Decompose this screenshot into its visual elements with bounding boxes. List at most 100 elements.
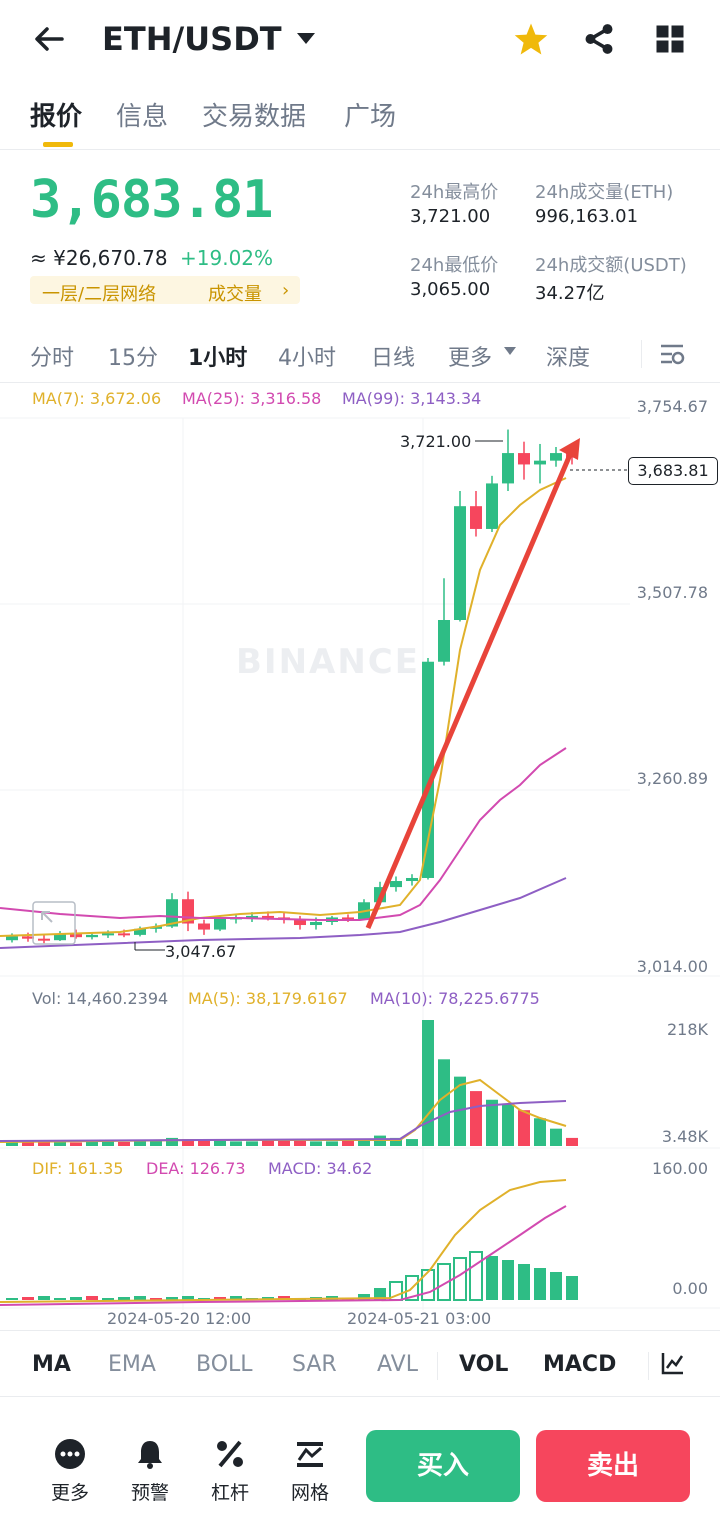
chart-top-border xyxy=(0,382,720,383)
candle-body xyxy=(486,483,498,529)
grid-button[interactable]: 网格 xyxy=(280,1438,340,1505)
tf-4h[interactable]: 4小时 xyxy=(278,346,336,371)
candle-body xyxy=(454,506,466,620)
volume-bar xyxy=(310,1141,322,1146)
indicator-settings-icon[interactable] xyxy=(660,1350,686,1376)
macd-bar xyxy=(518,1264,530,1300)
ind-sar[interactable]: SAR xyxy=(292,1352,337,1377)
pair-title[interactable]: ETH/USDT xyxy=(102,20,282,58)
candle-body xyxy=(246,915,258,918)
tf-more[interactable]: 更多 xyxy=(448,346,493,371)
volume-bar xyxy=(566,1137,578,1146)
cny-price: ≈ ¥26,670.78 xyxy=(30,246,168,270)
more-button[interactable]: 更多 xyxy=(40,1438,100,1505)
grid-label: 网格 xyxy=(290,1482,329,1504)
macd-bar xyxy=(134,1296,146,1300)
divider xyxy=(437,1352,438,1380)
tab-quote[interactable]: 报价 xyxy=(30,102,83,132)
macd-bar xyxy=(453,1257,467,1301)
grid-menu-icon[interactable] xyxy=(655,24,685,54)
divider xyxy=(0,1330,720,1331)
candles-group xyxy=(6,429,578,944)
volume-bar xyxy=(38,1141,50,1146)
ind-ma[interactable]: MA xyxy=(32,1352,71,1377)
tab-info[interactable]: 信息 xyxy=(116,102,169,132)
volume-bar xyxy=(102,1141,114,1146)
volume-bar xyxy=(86,1141,98,1146)
tab-trading-data[interactable]: 交易数据 xyxy=(202,102,307,132)
price-axis-2: 3,507.78 xyxy=(636,583,708,602)
more-caret-icon[interactable] xyxy=(503,346,517,356)
macd-bar xyxy=(102,1298,114,1300)
candle-body xyxy=(166,899,178,927)
leverage-button[interactable]: 杠杆 xyxy=(200,1438,260,1505)
crosshair-tool-icon[interactable] xyxy=(32,901,76,945)
stat-low-label: 24h最低价 xyxy=(410,255,499,276)
tf-1h[interactable]: 1小时 xyxy=(188,346,248,371)
macd-bar xyxy=(166,1297,178,1300)
volume-bar xyxy=(454,1076,466,1146)
ind-boll[interactable]: BOLL xyxy=(196,1352,253,1377)
macd-bar xyxy=(358,1294,370,1300)
candle-body xyxy=(38,938,50,941)
candle-body xyxy=(198,923,210,930)
macd-bar xyxy=(405,1275,419,1301)
tf-depth[interactable]: 深度 xyxy=(546,346,591,371)
candle-body xyxy=(134,928,146,935)
ind-vol[interactable]: VOL xyxy=(459,1352,509,1377)
price-axis-3: 3,260.89 xyxy=(636,769,708,788)
candle-body xyxy=(118,933,130,936)
macd-bar xyxy=(278,1296,290,1300)
star-favorite-icon[interactable] xyxy=(513,22,549,56)
divider xyxy=(648,1352,649,1380)
ma25-legend: MA(25): 3,316.58 xyxy=(182,389,322,408)
tag-layer[interactable]: 一层/二层网络 xyxy=(42,284,157,305)
candle-body xyxy=(518,453,530,465)
volume-bar xyxy=(118,1141,130,1146)
share-icon[interactable] xyxy=(582,22,616,56)
candle-body xyxy=(294,919,306,926)
volume-bar xyxy=(230,1141,242,1146)
macd-bar xyxy=(486,1256,498,1300)
divider xyxy=(0,1396,720,1397)
macd-bar xyxy=(214,1297,226,1300)
buy-button[interactable]: 买入 xyxy=(366,1430,520,1502)
sell-button[interactable]: 卖出 xyxy=(536,1430,690,1502)
back-arrow-icon[interactable] xyxy=(32,24,66,54)
tag-volume[interactable]: 成交量 xyxy=(208,284,262,305)
ind-avl[interactable]: AVL xyxy=(377,1352,418,1377)
macd-axis-top: 160.00 xyxy=(652,1159,708,1178)
tf-15m[interactable]: 15分 xyxy=(108,346,158,371)
ma25-line xyxy=(0,747,567,921)
section-tabs: 报价 信息 交易数据 广场 xyxy=(0,80,720,150)
tf-daily[interactable]: 日线 xyxy=(371,346,416,371)
volume-bar xyxy=(6,1140,18,1146)
macd-bar xyxy=(502,1260,514,1300)
volume-bar xyxy=(70,1142,82,1146)
candle-body xyxy=(534,460,546,465)
caret-down-icon[interactable] xyxy=(296,32,316,46)
alert-button[interactable]: 预警 xyxy=(120,1438,180,1505)
stat-turnover-value: 34.27亿 xyxy=(535,283,605,304)
ind-ema[interactable]: EMA xyxy=(108,1352,156,1377)
main-chart[interactable] xyxy=(0,400,720,1400)
category-tags[interactable]: 一层/二层网络 成交量 › xyxy=(30,276,300,305)
ind-macd[interactable]: MACD xyxy=(543,1352,617,1377)
annotation-arrow xyxy=(365,449,575,929)
candle-body xyxy=(310,921,322,926)
current-price-tag: 3,683.81 xyxy=(628,457,718,485)
candle-body xyxy=(86,934,98,938)
macd-bar xyxy=(70,1297,82,1300)
macd-bar xyxy=(54,1298,66,1300)
price-axis-bottom: 3,014.00 xyxy=(636,957,708,976)
dif-line xyxy=(0,1179,567,1303)
chart-settings-icon[interactable] xyxy=(658,340,686,368)
tf-time-sharing[interactable]: 分时 xyxy=(30,346,75,371)
chevron-right-icon: › xyxy=(282,280,290,301)
price-axis-top: 3,754.67 xyxy=(636,397,708,416)
candle-body xyxy=(502,453,514,484)
low-label: 3,047.67 xyxy=(165,942,237,961)
volume-bar xyxy=(390,1137,402,1146)
tab-square[interactable]: 广场 xyxy=(344,102,397,132)
volume-bar xyxy=(342,1140,354,1146)
